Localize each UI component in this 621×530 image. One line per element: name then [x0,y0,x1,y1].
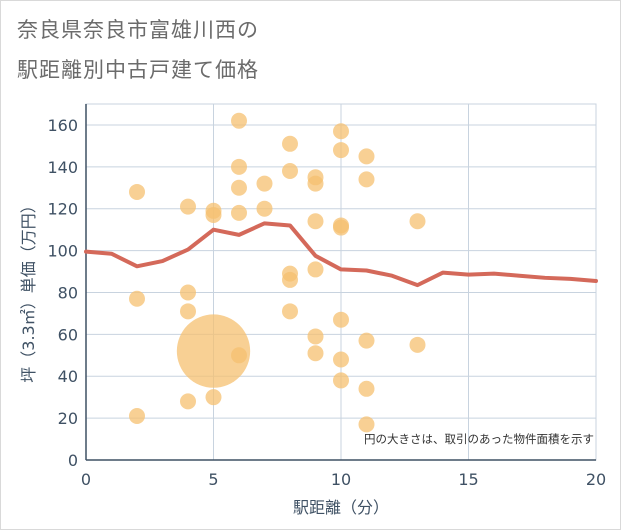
x-tick-label: 15 [458,470,478,489]
data-point [409,213,426,230]
chart-title-line2: 駅距離別中古戸建て価格 [17,58,259,82]
x-tick-label: 0 [81,470,91,489]
y-tick-label: 40 [58,367,78,386]
data-point [409,336,426,353]
x-tick-label: 5 [208,470,218,489]
x-tick-label: 20 [586,470,606,489]
data-point [282,163,298,180]
axis-layer: 0 20 40 60 80 100 120 140 160 0 5 10 15 20 [47,104,606,489]
data-point [231,158,247,175]
data-point [180,284,196,301]
data-point [256,175,273,192]
data-point [205,389,222,406]
data-point [333,372,349,389]
data-point [129,408,145,425]
data-point [231,347,247,364]
data-point [231,179,247,196]
y-axis-label: 坪（3.3㎡）単価（万円） [19,197,38,382]
data-point [333,311,349,328]
data-point [333,351,349,368]
average-price-line [84,221,598,288]
data-point [358,171,375,188]
y-tick-label: 140 [47,158,78,177]
data-point [307,328,324,345]
y-tick-label: 100 [47,242,78,261]
y-tick-label: 0 [68,451,78,470]
data-point [307,175,324,192]
data-point [307,345,324,362]
data-point [333,123,349,140]
data-point [282,303,298,320]
data-point [205,206,222,223]
label-layer: 駅距離（分） 坪（3.3㎡）単価（万円） 円の大きさは、取引のあった物件面積を示… [19,197,594,517]
x-axis-label: 駅距離（分） [293,498,389,517]
data-point [180,198,196,215]
y-tick-label: 120 [47,200,78,219]
y-tick-label: 160 [47,116,78,135]
y-tick-label: 60 [58,325,78,344]
data-point [180,393,196,410]
x-tick-label: 10 [331,470,351,489]
data-point [307,213,324,230]
y-tick-label: 80 [58,283,78,302]
bubble-layer [129,112,426,433]
data-point [358,148,375,165]
data-point [358,332,375,349]
data-point [282,135,298,152]
data-point [129,290,145,307]
data-point [180,303,196,320]
data-point [358,380,375,397]
data-point [231,112,247,129]
line-layer [84,221,598,288]
size-note: 円の大きさは、取引のあった物件面積を示す [364,432,594,446]
data-point [256,200,273,217]
data-point [282,271,298,288]
data-point [333,142,349,159]
y-tick-label: 20 [58,409,78,428]
data-point [129,183,145,200]
data-point [176,314,251,388]
chart-title-line1: 奈良県奈良市富雄川西の [17,18,259,42]
data-point [333,219,349,236]
data-point [358,416,375,433]
data-point [307,261,324,278]
data-point [231,204,247,221]
